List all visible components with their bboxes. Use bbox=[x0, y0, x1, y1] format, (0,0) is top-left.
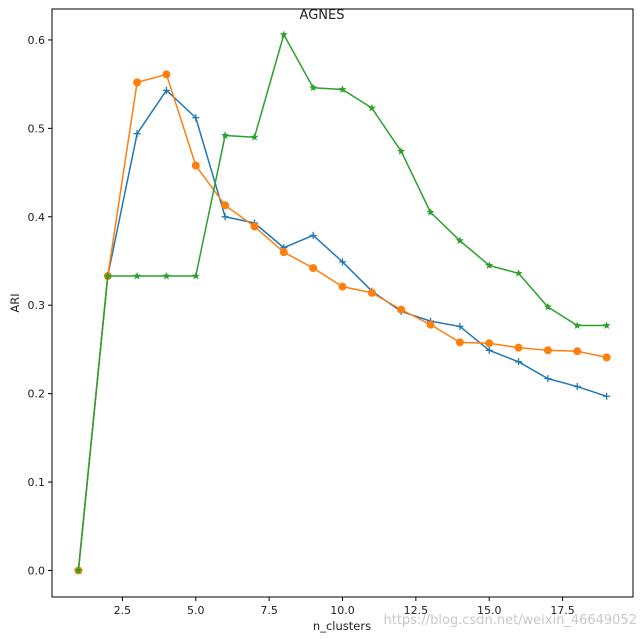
series-3-point bbox=[455, 236, 464, 245]
data-series-layer bbox=[74, 30, 611, 575]
series-2-point bbox=[338, 282, 347, 291]
x-tick-label: 7.5 bbox=[260, 604, 278, 617]
x-tick-label: 12.5 bbox=[404, 604, 429, 617]
series-1-point bbox=[485, 346, 493, 354]
series-2 bbox=[74, 70, 611, 575]
series-2-point bbox=[221, 201, 230, 210]
series-1-point bbox=[162, 86, 170, 94]
y-tick-label: 0.2 bbox=[28, 388, 46, 401]
series-1-point bbox=[603, 392, 611, 400]
series-3-point bbox=[162, 271, 171, 280]
series-2-point bbox=[455, 338, 464, 347]
watermark-text: https://blog.csdn.net/weixin_46649052 bbox=[383, 613, 637, 628]
series-1-point bbox=[544, 375, 552, 383]
y-tick-label: 0.5 bbox=[28, 122, 46, 135]
x-axis-label: n_clusters bbox=[313, 619, 371, 633]
series-3-point bbox=[573, 321, 582, 329]
y-tick-label: 0.4 bbox=[28, 211, 46, 224]
series-3-point bbox=[103, 271, 112, 280]
series-2-point bbox=[133, 78, 142, 87]
y-tick-label: 0.3 bbox=[28, 299, 46, 312]
series-2-point bbox=[543, 346, 552, 355]
series-3-point bbox=[426, 208, 435, 216]
series-1-point bbox=[456, 322, 464, 330]
series-1-point bbox=[515, 358, 523, 366]
x-tick-label: 10.0 bbox=[330, 604, 355, 617]
series-2-point bbox=[426, 320, 435, 329]
series-3-point bbox=[543, 302, 552, 311]
series-3 bbox=[74, 30, 611, 574]
series-3-point bbox=[279, 30, 288, 39]
y-tick-label: 0.0 bbox=[28, 564, 46, 577]
series-2-point bbox=[162, 70, 171, 79]
series-2-point bbox=[279, 248, 288, 257]
series-3-point bbox=[250, 133, 259, 141]
y-axis-label: ARI bbox=[8, 293, 22, 312]
series-1-point bbox=[309, 231, 317, 239]
series-2-point bbox=[309, 264, 318, 273]
series-3-point bbox=[133, 271, 142, 280]
series-2-point bbox=[250, 222, 259, 231]
x-tick-label: 5.0 bbox=[187, 604, 205, 617]
series-3-point bbox=[602, 321, 611, 329]
series-1-point bbox=[339, 258, 346, 266]
series-3-point bbox=[191, 271, 200, 280]
series-3-point bbox=[338, 85, 347, 93]
y-tick-label: 0.1 bbox=[28, 476, 46, 489]
series-2-point bbox=[367, 288, 376, 297]
series-3-point bbox=[514, 269, 523, 277]
axis-ticks: 2.5 5.0 7.5 10.0 12.5 15.0 17.5 0.0 0.1 0.2 0.3 0.4… bbox=[28, 34, 575, 617]
x-tick-label: 17.5 bbox=[550, 604, 575, 617]
series-3-point bbox=[309, 83, 318, 92]
series-3-point bbox=[397, 147, 406, 155]
series-3-point bbox=[74, 566, 83, 574]
chart-title: AGNES bbox=[300, 8, 345, 23]
series-2-point bbox=[485, 339, 494, 348]
series-1-point bbox=[192, 114, 200, 122]
series-1-point bbox=[573, 383, 581, 391]
x-tick-label: 15.0 bbox=[477, 604, 502, 617]
series-3-point bbox=[221, 131, 230, 139]
series-1-point bbox=[133, 130, 141, 138]
series-2-point bbox=[514, 343, 523, 352]
series-1-point bbox=[221, 213, 229, 221]
series-2-point bbox=[397, 305, 406, 314]
series-2-point bbox=[602, 353, 611, 362]
series-3-point bbox=[485, 261, 494, 269]
series-2-point bbox=[191, 161, 200, 170]
series-2-point bbox=[573, 347, 582, 356]
x-tick-label: 2.5 bbox=[114, 604, 132, 617]
series-3-point bbox=[367, 103, 376, 112]
y-tick-label: 0.6 bbox=[28, 34, 46, 47]
